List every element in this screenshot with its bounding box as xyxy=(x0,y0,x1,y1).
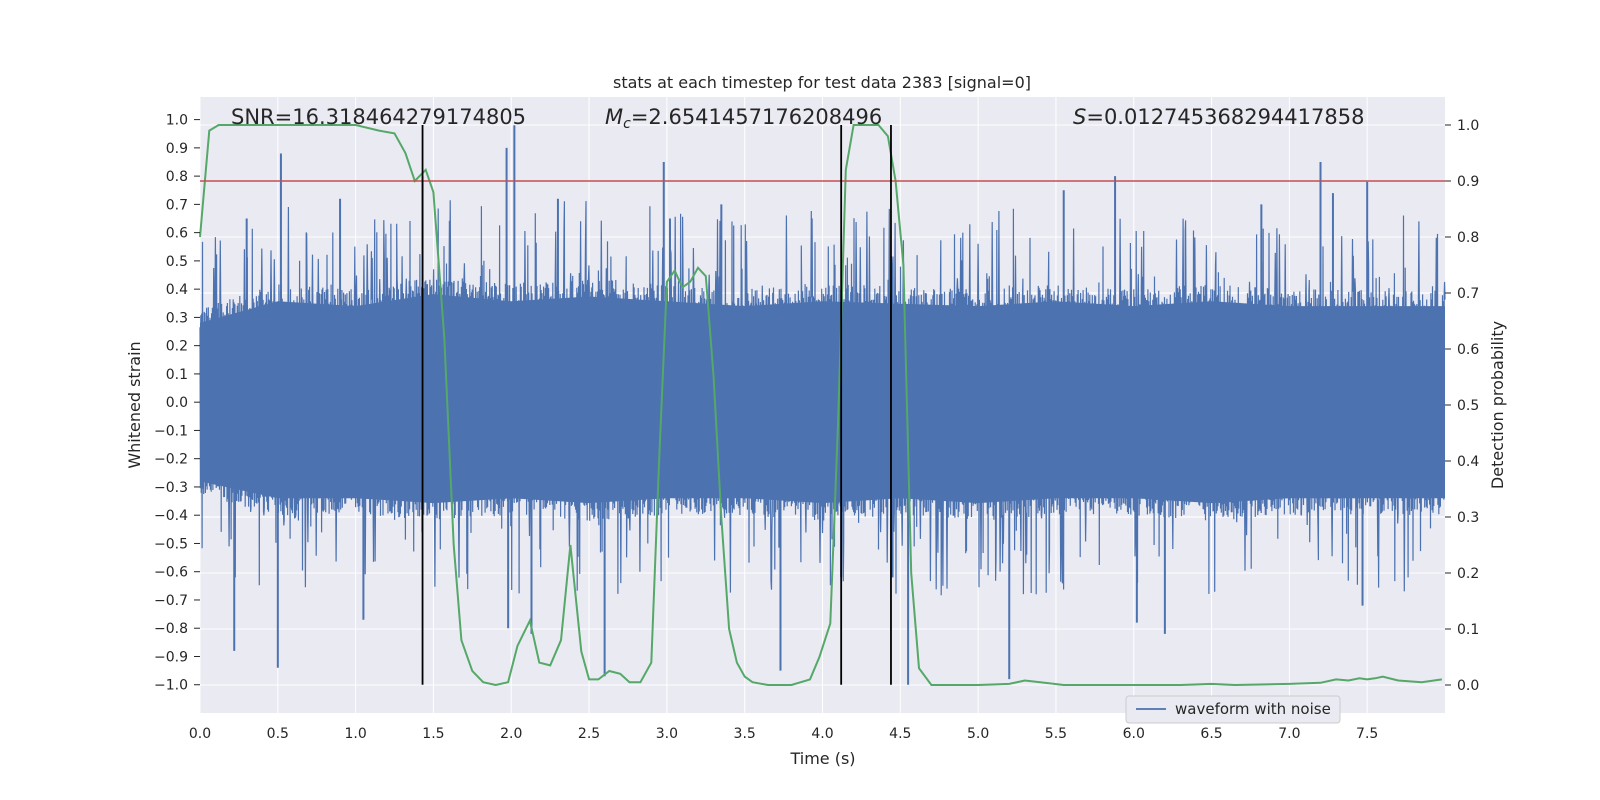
legend-box xyxy=(1125,695,1341,724)
y-right-axis-label: Detection probability xyxy=(1488,321,1507,489)
mc-value: =2.6541457176208496 xyxy=(631,105,882,129)
y-left-tick-label: −0.6 xyxy=(154,565,188,581)
y-left-tick-label: 0.5 xyxy=(166,254,188,270)
y-right-axis-ticks: 1.0 0.9 0.8 0.7 0.6 0.5 0.4 0.3 0.2 0.1 0.0 xyxy=(1445,118,1479,694)
mc-symbol: M xyxy=(605,105,623,129)
waveform-series xyxy=(199,125,1446,685)
x-axis-label: Time (s) xyxy=(789,749,855,768)
x-tick-label: 4.5 xyxy=(889,726,911,742)
y-left-tick-label: −0.5 xyxy=(154,536,188,552)
y-left-tick-label: 0.0 xyxy=(166,395,188,411)
y-left-tick-label: 0.4 xyxy=(166,282,188,298)
x-tick-label: 2.5 xyxy=(578,726,600,742)
x-axis-ticks: 0.0 0.5 1.0 1.5 2.0 2.5 3.0 3.5 4.0 4.5 5.0 5.5 6.0 6… xyxy=(189,726,1378,742)
probability-line xyxy=(199,124,1443,687)
x-tick-label: 6.5 xyxy=(1200,726,1222,742)
probability-series xyxy=(199,124,1443,687)
y-left-tick-label: 0.6 xyxy=(166,226,188,242)
y-right-tick-label: 0.7 xyxy=(1457,286,1479,302)
y-right-tick-label: 0.1 xyxy=(1457,622,1479,638)
y-left-tick-label: −0.3 xyxy=(154,480,188,496)
mc-annotation: Mc=2.6541457176208496 xyxy=(605,105,882,132)
y-left-tick-label: 0.7 xyxy=(166,197,188,213)
y-left-tick-label: −0.7 xyxy=(154,593,188,609)
legend: waveform with noise xyxy=(1125,695,1341,724)
y-left-tick-label: 1.0 xyxy=(166,113,188,129)
s-value: =0.012745368294417858 xyxy=(1086,105,1364,129)
y-left-tick-label: 0.1 xyxy=(166,367,188,383)
x-tick-label: 0.5 xyxy=(267,726,289,742)
x-tick-label: 7.0 xyxy=(1278,726,1300,742)
vertical-markers xyxy=(421,125,892,685)
y-left-tick-label: 0.8 xyxy=(166,169,188,185)
y-right-tick-label: 0.4 xyxy=(1457,454,1479,470)
y-left-tick-label: 0.3 xyxy=(166,310,188,326)
y-left-tick-label: −0.4 xyxy=(154,508,188,524)
y-right-tick-label: 0.2 xyxy=(1457,566,1479,582)
x-tick-label: 5.5 xyxy=(1045,726,1067,742)
y-left-axis-label: Whitened strain xyxy=(125,341,144,468)
y-left-axis-ticks: 1.0 0.9 0.8 0.7 0.6 0.5 0.4 0.3 0.2 0.1 0.0 −0.1 −0.… xyxy=(154,113,200,694)
s-annotation: S=0.012745368294417858 xyxy=(1073,105,1364,129)
y-left-tick-label: −0.8 xyxy=(154,621,188,637)
x-tick-label: 0.0 xyxy=(189,726,211,742)
waveform-core xyxy=(200,294,1445,504)
y-right-tick-label: 0.0 xyxy=(1457,678,1479,694)
y-left-tick-label: −1.0 xyxy=(154,678,188,694)
x-tick-label: 3.0 xyxy=(656,726,678,742)
y-right-tick-label: 0.6 xyxy=(1457,342,1479,358)
x-tick-label: 4.0 xyxy=(811,726,833,742)
y-right-tick-label: 0.5 xyxy=(1457,398,1479,414)
x-tick-label: 7.5 xyxy=(1356,726,1378,742)
y-left-tick-label: −0.1 xyxy=(154,423,188,439)
y-right-tick-label: 1.0 xyxy=(1457,118,1479,134)
y-left-tick-label: −0.9 xyxy=(154,649,188,665)
x-tick-label: 1.0 xyxy=(344,726,366,742)
snr-annotation: SNR=16.318464279174805 xyxy=(231,105,526,129)
y-right-tick-label: 0.3 xyxy=(1457,510,1479,526)
y-right-tick-label: 0.9 xyxy=(1457,174,1479,190)
mc-subscript: c xyxy=(623,116,631,132)
x-tick-label: 1.5 xyxy=(422,726,444,742)
y-left-tick-label: −0.2 xyxy=(154,452,188,468)
y-left-tick-label: 0.2 xyxy=(166,339,188,355)
x-tick-label: 6.0 xyxy=(1123,726,1145,742)
chart-title: stats at each timestep for test data 238… xyxy=(613,73,1031,92)
x-tick-label: 2.0 xyxy=(500,726,522,742)
x-tick-label: 5.0 xyxy=(967,726,989,742)
y-left-tick-label: 0.9 xyxy=(166,141,188,157)
x-tick-label: 3.5 xyxy=(734,726,756,742)
s-symbol: S xyxy=(1073,105,1086,129)
y-right-tick-label: 0.8 xyxy=(1457,230,1479,246)
legend-label: waveform with noise xyxy=(1175,700,1331,718)
